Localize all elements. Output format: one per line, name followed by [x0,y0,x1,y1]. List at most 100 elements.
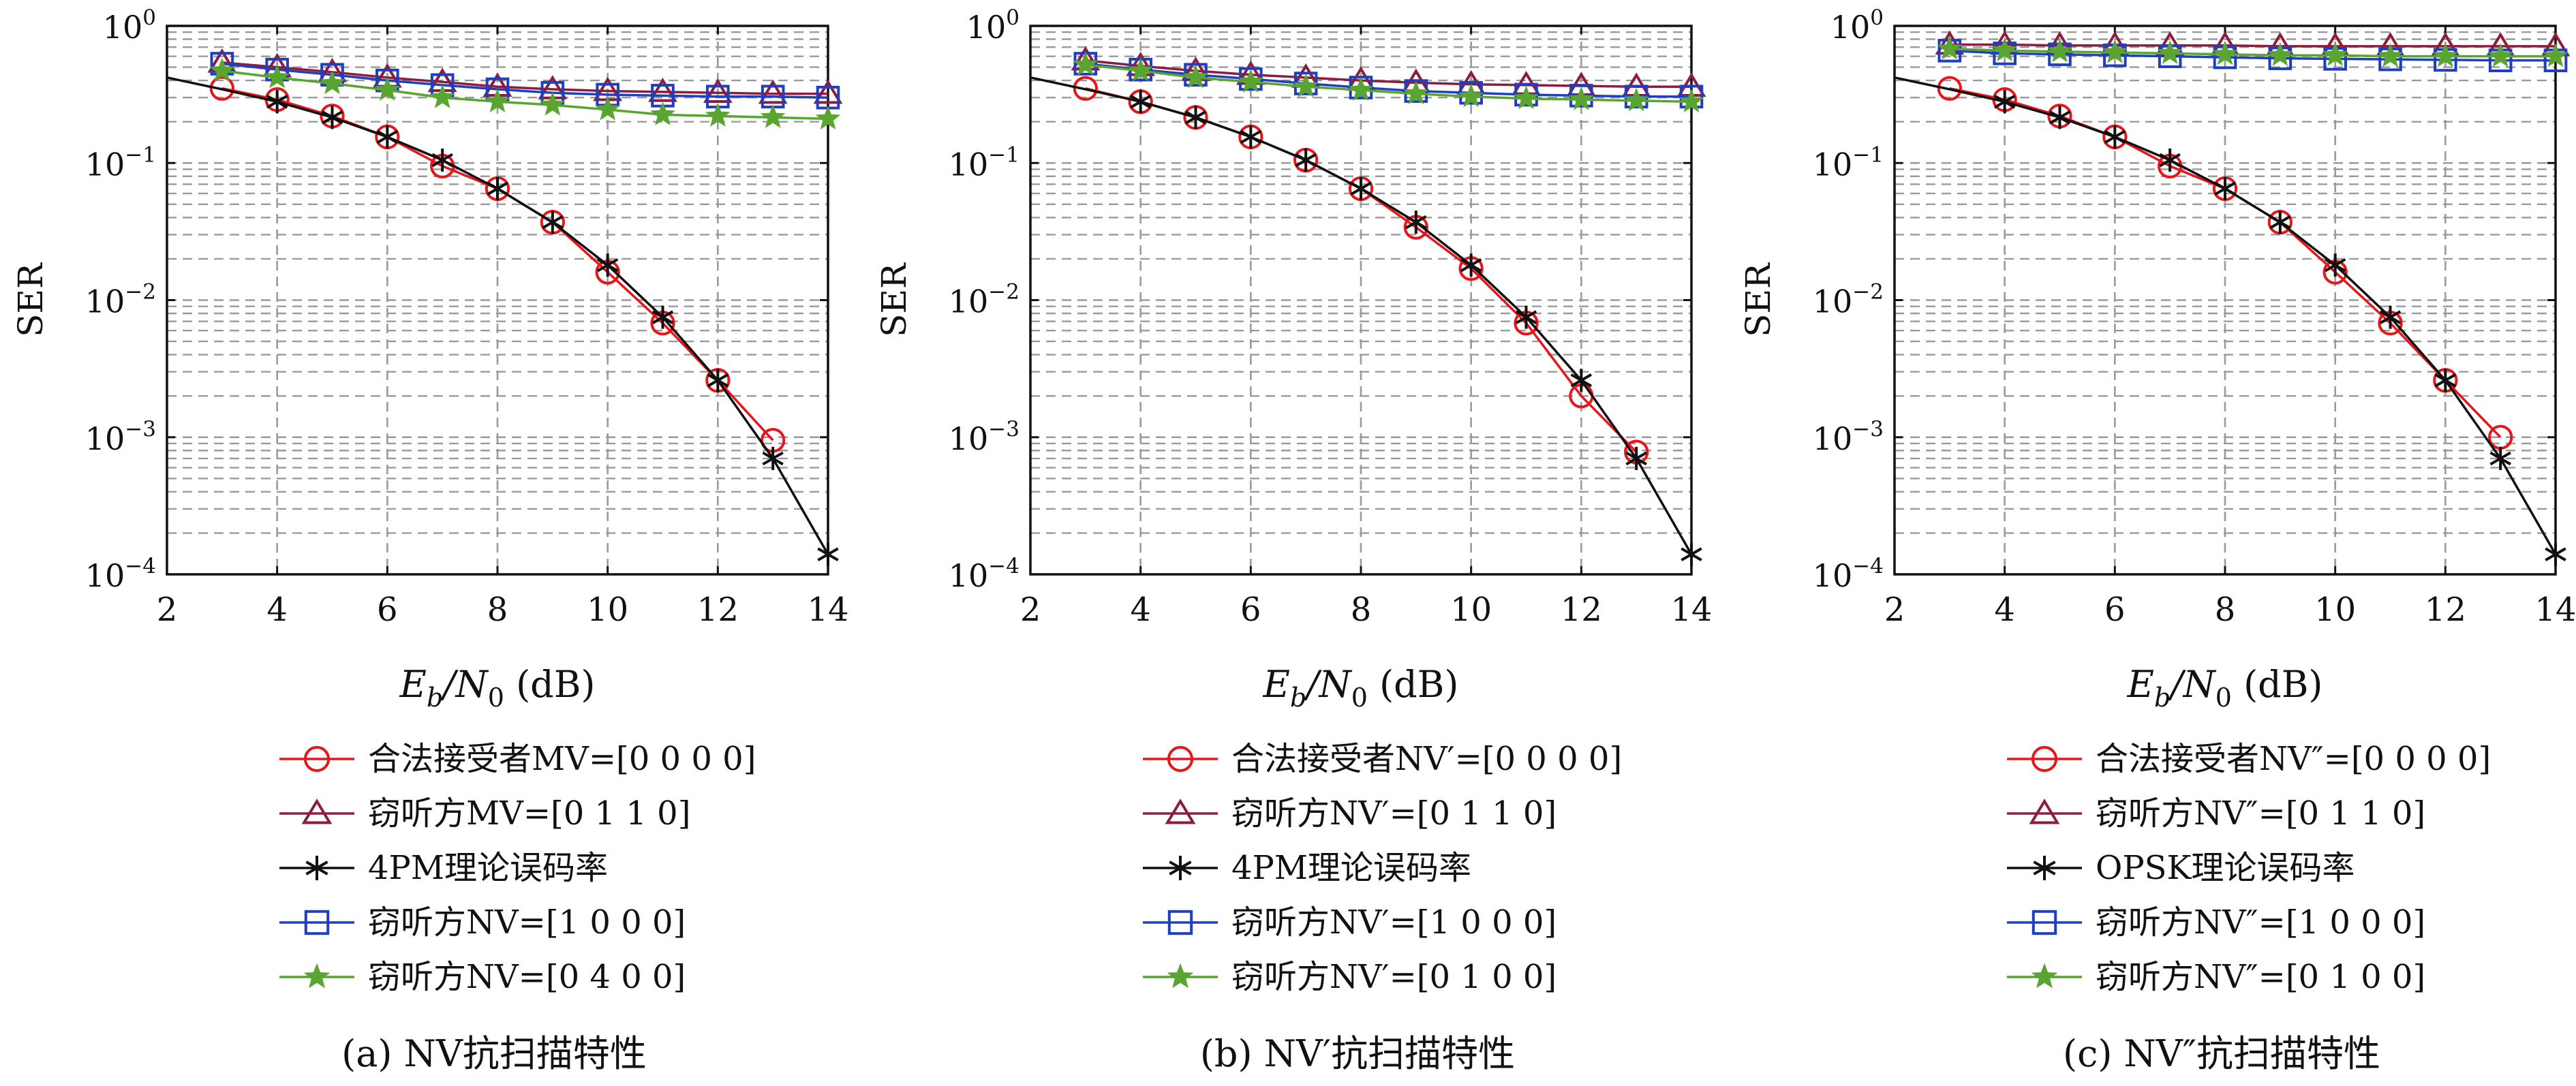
legend-label: 窃听方NV″=[0 1 1 0] [2096,794,2425,833]
series-point-5 [2433,43,2458,67]
series-point-3 [1184,106,1207,129]
legend-marker [1167,910,1193,935]
legend-label: 4PM理论误码率 [368,849,608,887]
legend-label: 窃听方NV′=[1 0 0 0] [1231,903,1557,942]
series-line-5 [1949,47,2556,58]
legend-marker [304,910,330,935]
series-point-3 [2214,176,2236,200]
chart-title: (a) NV抗扫描特性 [341,1032,647,1075]
series-point-3 [1625,446,1647,470]
legend-label: 合法接受者NV″=[0 0 0 0] [2096,740,2491,778]
legend-marker [1165,798,1196,824]
legend-label: 窃听方NV″=[0 1 0 0] [2096,958,2425,996]
series-point-5 [650,102,675,125]
x-tick-label: 12 [2425,591,2466,629]
legend-marker [1167,963,1194,989]
series-point-3 [1295,148,1317,172]
legend-marker [1169,856,1192,880]
series-point-3 [1240,125,1262,149]
y-tick-label: 10−1 [1813,142,1884,183]
x-tick-label: 2 [157,591,178,629]
legend-marker [301,798,333,824]
series-point-5 [2267,42,2293,66]
series-point-2 [703,78,733,103]
legend-label: 合法接受者MV=[0 0 0 0] [368,740,756,778]
legend-label: 窃听方MV=[0 1 1 0] [368,794,690,833]
x-tick-label: 8 [487,591,508,629]
legend-label: 窃听方NV′=[0 1 1 0] [1231,794,1557,833]
series-point-3 [2434,369,2457,392]
series-point-5 [1293,74,1319,97]
chart-title: (b) NV′抗扫描特性 [1200,1032,1515,1075]
series-point-3 [542,211,564,234]
series-point-3 [1993,90,2016,114]
y-axis-label: SER [874,262,914,337]
series-point-2 [648,78,677,102]
series-point-3 [1460,253,1482,277]
legend-marker [2029,798,2060,824]
legend: 合法接受者NV″=[0 0 0 0] 窃听方NV″=[0 1 1 0] OPSK理论… [2007,740,2491,996]
legend-marker [305,856,328,880]
x-tick-label: 8 [2215,591,2236,629]
x-tick-label: 2 [1020,591,1041,629]
series-point-3 [1350,176,1372,200]
legend: 合法接受者MV=[0 0 0 0] 窃听方MV=[0 1 1 0] 4PM理论误码率… [279,740,756,996]
legend: 合法接受者NV′=[0 0 0 0] 窃听方NV′=[0 1 1 0] 4PM理论误… [1143,740,1622,996]
series-point-5 [1403,80,1429,105]
series-point-5 [485,89,510,112]
x-axis-label: Eb/N0 (dB) [399,663,596,713]
chart-title: (c) NV″抗扫描特性 [2063,1032,2380,1075]
series-point-3 [376,125,399,149]
y-tick-label: 100 [1830,5,1884,46]
y-tick-label: 10−2 [85,280,156,320]
series-point-5 [320,70,345,95]
legend-marker [2031,745,2058,773]
series-point-1 [1937,76,1962,101]
series-point-5 [1678,89,1704,112]
y-tick-label: 10−4 [85,554,156,594]
x-axis-label: Eb/N0 (dB) [1263,663,1459,713]
series-point-5 [1992,37,2017,61]
chart-panel-1: 2 4 6 8 10 12 14 100 10−1 10−2 10−3 10−4 SER Eb/N0 (d… [11,5,849,1075]
legend-label: 窃听方NV′=[0 1 0 0] [1231,958,1557,996]
series-point-5 [705,103,731,127]
series-line-5 [1085,63,1692,104]
series-point-2 [813,79,843,104]
series-point-3 [487,176,508,200]
legend-label: 4PM理论误码率 [1231,849,1471,887]
series-point-3 [1515,305,1537,329]
series-point-3 [2049,106,2071,129]
x-tick-label: 14 [2534,591,2576,629]
x-tick-label: 10 [587,591,628,629]
y-tick-label: 10−4 [1813,554,1884,594]
x-tick-label: 8 [1351,591,1372,629]
series-point-3 [2104,125,2126,149]
series-point-5 [1128,57,1153,82]
series-point-5 [595,96,620,121]
series-point-1 [209,76,234,101]
legend-label: 窃听方NV=[0 4 0 0] [368,958,686,996]
series-point-3 [321,106,343,129]
y-tick-label: 100 [103,5,156,46]
series-point-3 [2269,211,2291,234]
x-tick-label: 6 [1240,591,1261,629]
series-point-5 [1238,69,1263,93]
series-line-5 [221,69,829,121]
y-axis-label: SER [1738,262,1778,337]
series-point-2 [758,79,788,104]
legend-marker [303,745,331,773]
x-tick-label: 6 [2104,591,2126,629]
y-axis-label: SER [11,262,50,337]
legend-label: 窃听方NV=[1 0 0 0] [368,903,686,942]
series-group [166,48,843,566]
series-point-5 [2487,43,2513,67]
x-tick-label: 12 [697,591,739,629]
series-group [1030,46,1706,566]
x-tick-label: 4 [1994,591,2015,629]
legend-label: 窃听方NV″=[1 0 0 0] [2096,903,2425,942]
series-point-3 [817,542,839,566]
series-point-5 [1348,77,1374,101]
chart-panel-2: 2 4 6 8 10 12 14 100 10−1 10−2 10−3 10−4 SER Eb/N0 (d… [874,5,1713,1075]
series-point-5 [2157,40,2183,64]
